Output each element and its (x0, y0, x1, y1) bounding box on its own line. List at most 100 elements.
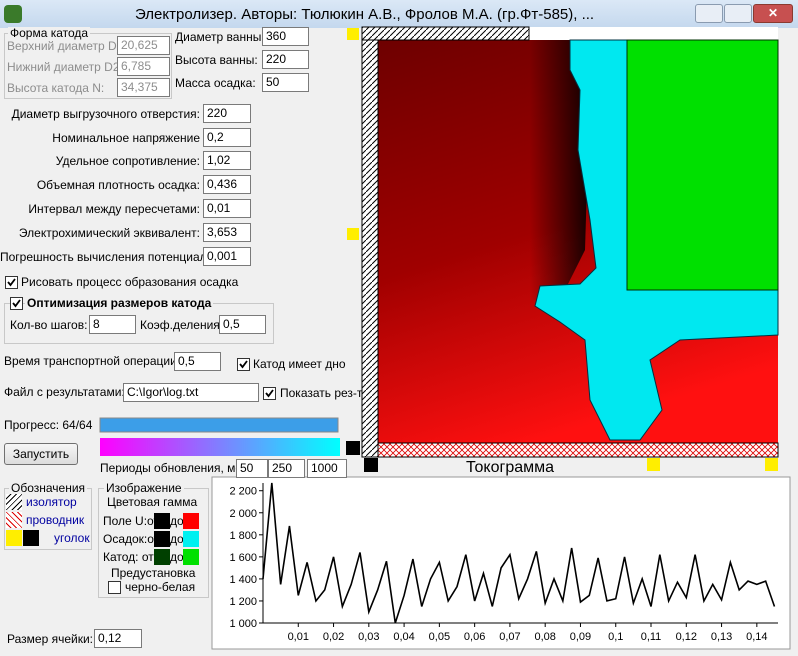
checkbox-label: Катод имеет дно (253, 357, 346, 371)
field-label: Высота катода N: (7, 81, 105, 95)
x-tick-label: 0,03 (358, 631, 379, 643)
x-tick-label: 0,02 (323, 631, 344, 643)
x-tick-label: 0,12 (676, 631, 697, 643)
field-label: Интервал между пересчетами: (28, 202, 200, 216)
color-swatch (154, 549, 170, 565)
title-bar (0, 0, 798, 28)
preset-label: Предустановка (111, 566, 196, 580)
corner-marker (364, 458, 378, 472)
x-tick-label: 0,11 (641, 631, 662, 643)
corner-swatch (6, 530, 22, 546)
y-tick-label: 1 400 (229, 574, 257, 586)
field-label: Периоды обновления, мс (100, 461, 242, 475)
cathode (626, 39, 779, 291)
corner-marker (347, 28, 359, 40)
checkbox[interactable] (5, 276, 18, 289)
color-label: Поле U:от (103, 514, 159, 528)
field-label: Удельное сопротивление: (55, 154, 200, 168)
text-input[interactable]: 0,2 (203, 128, 251, 147)
checkbox-label: черно-белая (125, 580, 196, 594)
text-input[interactable]: 50 (262, 73, 309, 92)
color-swatch (183, 549, 199, 565)
color-label: до (170, 532, 184, 546)
color-swatch (183, 531, 199, 547)
text-input[interactable]: 1000 (307, 459, 347, 478)
text-input[interactable]: 3,653 (203, 223, 251, 242)
checkbox[interactable] (237, 358, 250, 371)
text-input[interactable]: 220 (262, 50, 309, 69)
corner-swatch (23, 530, 39, 546)
text-input[interactable]: 50 (236, 459, 268, 478)
minimize-button[interactable] (695, 4, 723, 23)
text-input[interactable]: 1,02 (203, 151, 251, 170)
checkbox[interactable] (10, 297, 23, 310)
text-input[interactable]: 250 (268, 459, 305, 478)
color-label: Катод: от (103, 550, 154, 564)
corner-marker (765, 458, 778, 471)
run-button[interactable]: Запустить (4, 443, 78, 465)
field-label: Время транспортной операции (4, 354, 177, 368)
y-tick-label: 1 600 (229, 552, 257, 564)
chart-title: Токограмма (466, 459, 554, 476)
x-tick-label: 0,01 (288, 631, 309, 643)
x-tick-label: 0,06 (464, 631, 485, 643)
color-label: Осадок:от (103, 532, 160, 546)
color-label: до (170, 514, 184, 528)
text-input[interactable]: 0,12 (94, 629, 142, 648)
text-input[interactable]: 8 (89, 315, 136, 334)
field-label: Масса осадка: (175, 76, 256, 90)
field-label: Электрохимический эквивалент: (18, 226, 200, 240)
text-input[interactable]: 0,436 (203, 175, 251, 194)
x-tick-label: 0,09 (570, 631, 591, 643)
checkbox-label: Рисовать процесс образования осадка (21, 275, 239, 289)
field-label: Кол-во шагов: (10, 318, 88, 332)
x-tick-label: 0,08 (534, 631, 555, 643)
text-input[interactable]: 0,5 (219, 315, 266, 334)
x-tick-label: 0,14 (746, 631, 767, 643)
color-label: до (170, 550, 184, 564)
text-input[interactable]: 20,625 (117, 36, 170, 55)
field-label: Объемная плотность осадка: (36, 178, 200, 192)
checkbox[interactable] (263, 387, 276, 400)
text-input[interactable]: 0,5 (174, 352, 221, 371)
text-input[interactable]: 220 (203, 104, 251, 123)
corner-marker (647, 458, 660, 471)
field-label: Файл с результатами: (4, 385, 125, 399)
text-input[interactable]: 0,001 (203, 247, 251, 266)
legend-item: уголок (54, 531, 90, 545)
group-title: Изображение (104, 481, 184, 495)
y-tick-label: 1 800 (229, 530, 257, 542)
progress-bar (99, 417, 339, 433)
text-input[interactable]: 34,375 (117, 78, 170, 97)
field-label: Номинальное напряжение (52, 131, 200, 145)
x-tick-label: 0,13 (711, 631, 732, 643)
y-tick-label: 2 000 (229, 508, 257, 520)
gradient-bar (100, 438, 340, 456)
insulator-swatch (6, 494, 22, 510)
field-label: Нижний диаметр D2: (7, 60, 123, 74)
text-input[interactable]: 6,785 (117, 57, 170, 76)
group-title: Форма катода (8, 26, 91, 40)
legend-item: проводник (26, 513, 85, 527)
field-label: Высота ванны: (175, 53, 258, 67)
maximize-button[interactable] (724, 4, 752, 23)
close-button[interactable]: ✕ (753, 4, 793, 23)
text-input[interactable]: 0,01 (203, 199, 251, 218)
conductor-bottom (377, 442, 779, 458)
field-label: Верхний диаметр D1: (7, 39, 127, 53)
checkbox[interactable] (108, 581, 121, 594)
checkbox-label: Показать рез-т (280, 386, 363, 400)
insulator-top (361, 26, 530, 41)
text-input[interactable]: C:\Igor\log.txt (123, 383, 259, 402)
window-title: Электролизер. Авторы: Тюлюкин А.В., Фрол… (135, 6, 595, 23)
check-mark (7, 278, 16, 287)
check-mark (12, 299, 21, 308)
progress-label: Прогресс: 64/64 (4, 418, 93, 432)
y-tick-label: 1 000 (229, 618, 257, 630)
text-input[interactable]: 360 (262, 27, 309, 46)
corner-marker (346, 441, 360, 455)
group-title: Обозначения (9, 481, 88, 495)
color-swatch (154, 513, 170, 529)
check-mark (265, 389, 274, 398)
